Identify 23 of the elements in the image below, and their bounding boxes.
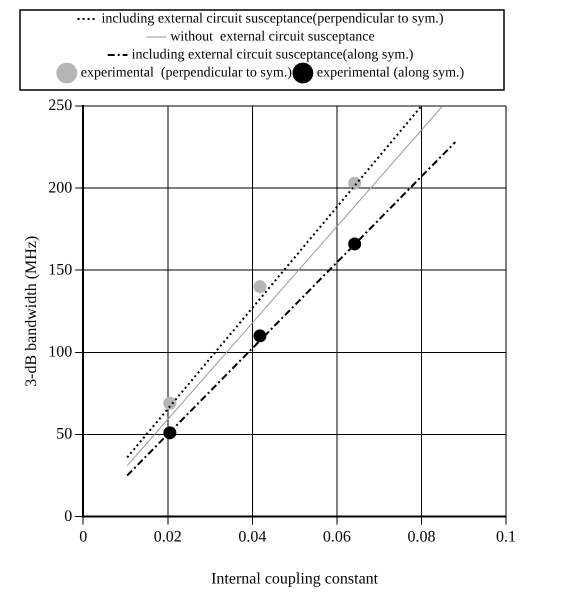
point: [348, 237, 362, 250]
x-tick-label: 0.1: [496, 528, 516, 546]
legend-label: including external circuit susceptance(along sym.): [132, 48, 414, 63]
x-tick-label: 0.02: [154, 528, 182, 546]
x-tick-label: 0.08: [407, 528, 436, 546]
x-tick-label: 0.06: [322, 528, 351, 546]
x-tick-label: 0.04: [238, 528, 266, 546]
y-tick-label: 250: [48, 97, 72, 114]
legend-label: experimental (along sym.): [316, 66, 465, 81]
x-tick-label: 0: [79, 528, 88, 546]
y-tick-label: 100: [48, 344, 72, 361]
y-axis-title: 3-dB bandwidth (MHz): [22, 236, 40, 387]
x-axis-title: Internal coupling constant: [211, 570, 379, 588]
legend-label: experimental (perpendicular to sym.): [80, 66, 292, 81]
point: [253, 329, 266, 342]
point: [253, 280, 266, 294]
legend-label: including external circuit susceptance(perpendicular to sym.): [101, 12, 444, 27]
legend-label: without external circuit susceptance: [170, 30, 375, 45]
y-tick-label: 150: [48, 261, 72, 278]
y-tick-label: 50: [56, 426, 72, 443]
y-tick-label: 200: [48, 179, 72, 196]
y-tick-label: 0: [64, 508, 72, 525]
point: [163, 396, 176, 410]
